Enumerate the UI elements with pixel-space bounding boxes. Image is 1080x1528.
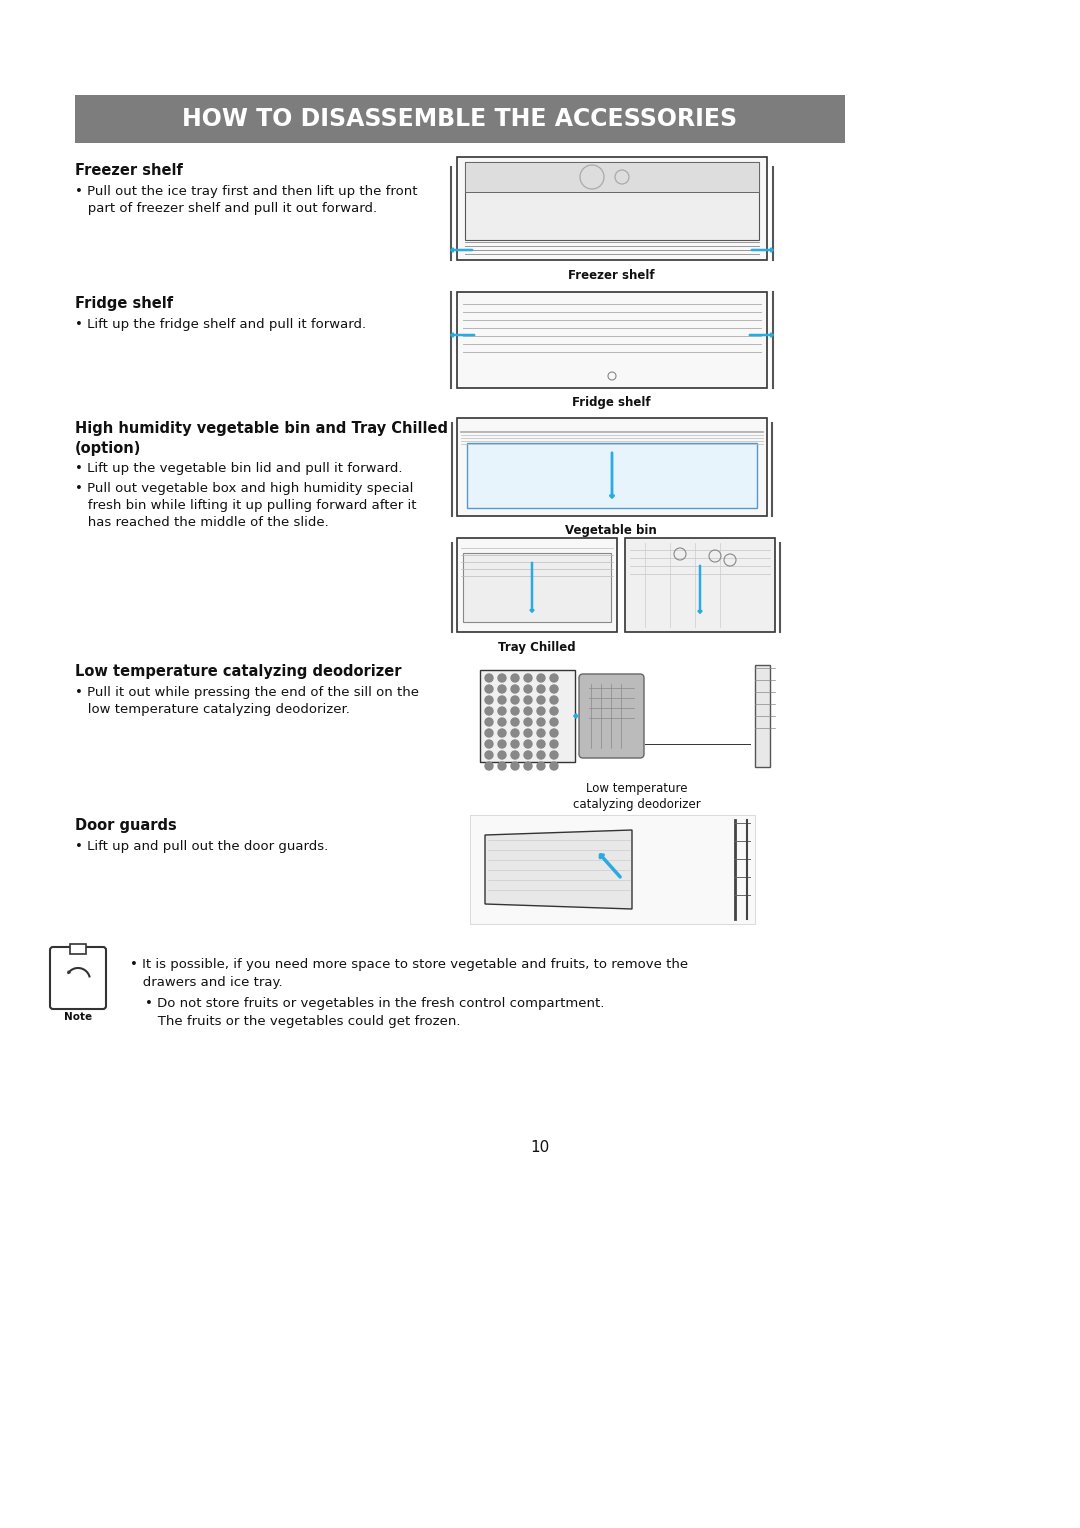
Circle shape: [537, 729, 545, 736]
Text: Fridge shelf: Fridge shelf: [75, 296, 173, 312]
Text: • Do not store fruits or vegetables in the fresh control compartment.
   The fru: • Do not store fruits or vegetables in t…: [145, 996, 605, 1028]
Circle shape: [550, 674, 558, 681]
Text: 10: 10: [530, 1140, 550, 1155]
Text: • It is possible, if you need more space to store vegetable and fruits, to remov: • It is possible, if you need more space…: [130, 958, 688, 989]
Text: Low temperature
catalyzing deodorizer: Low temperature catalyzing deodorizer: [573, 782, 701, 811]
Circle shape: [537, 685, 545, 694]
Circle shape: [485, 729, 492, 736]
Circle shape: [550, 762, 558, 770]
Circle shape: [498, 707, 507, 715]
Circle shape: [511, 750, 519, 759]
Circle shape: [498, 718, 507, 726]
Circle shape: [485, 750, 492, 759]
Bar: [480, 669, 575, 762]
Circle shape: [498, 729, 507, 736]
Circle shape: [498, 750, 507, 759]
Text: • Pull out vegetable box and high humidity special
   fresh bin while lifting it: • Pull out vegetable box and high humidi…: [75, 481, 417, 529]
Text: (option): (option): [75, 442, 141, 455]
Polygon shape: [485, 830, 632, 909]
Circle shape: [511, 695, 519, 704]
Bar: [457, 538, 617, 633]
Circle shape: [485, 695, 492, 704]
Circle shape: [511, 718, 519, 726]
Circle shape: [524, 707, 532, 715]
Bar: [465, 162, 759, 193]
Text: High humidity vegetable bin and Tray Chilled: High humidity vegetable bin and Tray Chi…: [75, 422, 448, 435]
Bar: [467, 443, 757, 507]
Circle shape: [550, 685, 558, 694]
Text: Vegetable bin: Vegetable bin: [565, 524, 657, 536]
Bar: [75, 95, 845, 144]
Circle shape: [537, 740, 545, 749]
Circle shape: [524, 729, 532, 736]
Circle shape: [537, 674, 545, 681]
Circle shape: [498, 695, 507, 704]
Circle shape: [537, 718, 545, 726]
Circle shape: [511, 729, 519, 736]
Text: Tray Chilled: Tray Chilled: [498, 642, 576, 654]
Circle shape: [511, 740, 519, 749]
Text: Note: Note: [64, 1012, 92, 1022]
Circle shape: [524, 685, 532, 694]
Circle shape: [550, 707, 558, 715]
Bar: [470, 814, 755, 924]
Circle shape: [537, 695, 545, 704]
Circle shape: [537, 750, 545, 759]
Bar: [70, 944, 86, 953]
Text: Door guards: Door guards: [75, 817, 177, 833]
Text: HOW TO DISASSEMBLE THE ACCESSORIES: HOW TO DISASSEMBLE THE ACCESSORIES: [183, 107, 738, 131]
Circle shape: [511, 707, 519, 715]
Text: Freezer shelf: Freezer shelf: [75, 163, 183, 177]
Circle shape: [524, 740, 532, 749]
Bar: [457, 419, 767, 516]
Circle shape: [550, 740, 558, 749]
Circle shape: [550, 729, 558, 736]
Circle shape: [485, 685, 492, 694]
Circle shape: [524, 718, 532, 726]
Circle shape: [550, 695, 558, 704]
Circle shape: [498, 740, 507, 749]
Bar: [465, 162, 759, 240]
Text: • Lift up and pull out the door guards.: • Lift up and pull out the door guards.: [75, 840, 328, 853]
Bar: [463, 553, 611, 622]
Circle shape: [511, 762, 519, 770]
Text: • Lift up the vegetable bin lid and pull it forward.: • Lift up the vegetable bin lid and pull…: [75, 461, 403, 475]
Text: • Pull out the ice tray first and then lift up the front
   part of freezer shel: • Pull out the ice tray first and then l…: [75, 185, 418, 215]
Circle shape: [498, 685, 507, 694]
Circle shape: [511, 674, 519, 681]
Bar: [457, 292, 767, 388]
Text: Freezer shelf: Freezer shelf: [568, 269, 654, 283]
Circle shape: [485, 674, 492, 681]
Circle shape: [524, 674, 532, 681]
Circle shape: [485, 762, 492, 770]
Bar: [457, 157, 767, 260]
Circle shape: [550, 718, 558, 726]
Text: Fridge shelf: Fridge shelf: [571, 396, 650, 410]
Circle shape: [524, 695, 532, 704]
Bar: [625, 538, 775, 633]
Circle shape: [485, 718, 492, 726]
Circle shape: [537, 707, 545, 715]
Circle shape: [511, 685, 519, 694]
Circle shape: [524, 750, 532, 759]
Text: Low temperature catalyzing deodorizer: Low temperature catalyzing deodorizer: [75, 665, 402, 678]
Circle shape: [498, 674, 507, 681]
Circle shape: [524, 762, 532, 770]
FancyBboxPatch shape: [579, 674, 644, 758]
Circle shape: [485, 707, 492, 715]
FancyBboxPatch shape: [50, 947, 106, 1008]
Circle shape: [498, 762, 507, 770]
Bar: [755, 665, 770, 767]
Text: • Pull it out while pressing the end of the sill on the
   low temperature catal: • Pull it out while pressing the end of …: [75, 686, 419, 717]
Circle shape: [550, 750, 558, 759]
Circle shape: [537, 762, 545, 770]
Circle shape: [485, 740, 492, 749]
Text: • Lift up the fridge shelf and pull it forward.: • Lift up the fridge shelf and pull it f…: [75, 318, 366, 332]
